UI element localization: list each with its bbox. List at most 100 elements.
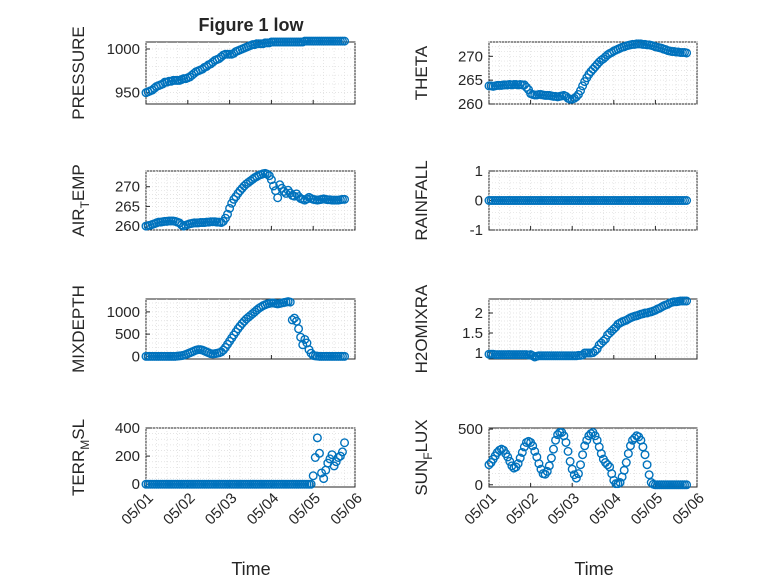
data-point xyxy=(530,446,540,456)
data-point xyxy=(333,453,343,463)
y-axis-label: PRESSURE xyxy=(69,26,88,120)
y-tick-label: -1 xyxy=(470,222,483,239)
subplot-4: -1 0 1 RAINFALL xyxy=(412,160,698,241)
data-point xyxy=(598,336,608,346)
data-point xyxy=(571,92,581,102)
data-point xyxy=(517,447,527,457)
data-point xyxy=(229,194,239,204)
y-axis-label: THETA xyxy=(412,45,431,100)
data-point xyxy=(340,438,350,448)
subplot-1: 950 1000 PRESSURE xyxy=(69,26,356,120)
data-point xyxy=(640,450,650,460)
data-point xyxy=(294,324,304,334)
data-point xyxy=(528,441,538,451)
data-point xyxy=(638,442,648,452)
y-tick-label: 950 xyxy=(115,85,140,102)
subplot-5: 0 500 1000 MIXDEPTH xyxy=(69,285,356,373)
data-point xyxy=(621,458,631,468)
y-tick-label: 500 xyxy=(115,326,140,343)
x-tick-label: 05/06 xyxy=(327,490,366,529)
y-axis-label: AIRTEMP xyxy=(69,164,92,237)
data-point xyxy=(534,459,544,469)
x-tick-label: 05/01 xyxy=(118,490,157,529)
data-point xyxy=(329,461,339,471)
data-point xyxy=(312,433,322,443)
data-point xyxy=(287,315,297,325)
data-point xyxy=(682,195,692,205)
x-tick-label: 05/05 xyxy=(285,490,324,529)
subplot-6: 1 1.5 2 H2OMIXRA xyxy=(412,284,698,373)
y-tick-label: 2 xyxy=(475,305,483,322)
y-tick-label: 200 xyxy=(115,448,140,465)
data-point xyxy=(302,194,312,204)
data-point xyxy=(590,431,600,441)
data-point xyxy=(266,175,276,185)
y-axis-label: TERRMSL xyxy=(69,419,92,496)
y-axis-label: MIXDEPTH xyxy=(69,285,88,373)
data-point xyxy=(306,479,316,489)
data-point xyxy=(578,450,588,460)
data-point xyxy=(578,350,588,360)
data-point xyxy=(519,442,529,452)
data-point xyxy=(273,193,283,203)
y-tick-label: 265 xyxy=(458,72,483,89)
y-tick-label: 260 xyxy=(115,218,140,235)
data-point xyxy=(542,466,552,476)
y-tick-label: 270 xyxy=(458,48,483,65)
data-point xyxy=(335,451,345,461)
y-tick-label: 265 xyxy=(115,198,140,215)
y-tick-label: 400 xyxy=(115,420,140,437)
y-axis-label: H2OMIXRA xyxy=(412,284,431,373)
data-point xyxy=(551,435,561,445)
y-axis-label: RAINFALL xyxy=(412,160,431,240)
data-point xyxy=(544,461,554,471)
data-point xyxy=(521,82,531,92)
y-tick-label: 1000 xyxy=(107,41,140,58)
data-point xyxy=(340,194,350,204)
x-tick-label: 05/05 xyxy=(628,490,667,529)
data-point xyxy=(218,345,228,355)
data-point xyxy=(285,297,295,307)
subplot-3: 260 265 270 AIRTEMP xyxy=(69,164,356,237)
data-point xyxy=(642,460,652,470)
data-point xyxy=(565,456,575,466)
data-point xyxy=(682,296,692,306)
data-point xyxy=(582,435,592,445)
data-point xyxy=(561,437,571,447)
subplot-8: 0 500 05/01 05/02 05/03 05/04 05/05 05/06 SUNFLU… xyxy=(412,419,708,528)
y-tick-label: 260 xyxy=(458,96,483,113)
x-tick-label: 05/06 xyxy=(669,490,708,529)
data-point xyxy=(576,86,586,96)
data-point xyxy=(513,459,523,469)
y-tick-label: 270 xyxy=(115,179,140,196)
data-point xyxy=(319,474,329,484)
x-axis-label-right: Time xyxy=(574,559,613,579)
data-point xyxy=(223,209,233,219)
data-point xyxy=(505,456,515,466)
data-point xyxy=(682,480,692,490)
data-point xyxy=(603,460,613,470)
data-point xyxy=(548,444,558,454)
data-point xyxy=(576,460,586,470)
data-point xyxy=(262,169,272,179)
data-point xyxy=(515,453,525,463)
x-tick-label: 05/03 xyxy=(202,490,241,529)
data-point xyxy=(225,203,235,213)
data-point xyxy=(308,471,318,481)
data-point xyxy=(615,478,625,488)
x-tick-label: 05/01 xyxy=(461,490,500,529)
x-tick-label: 05/03 xyxy=(544,490,583,529)
data-point xyxy=(340,36,350,46)
data-point xyxy=(596,449,606,459)
data-point xyxy=(298,340,308,350)
y-tick-label: 1.5 xyxy=(462,325,483,342)
y-tick-label: 1 xyxy=(475,163,483,180)
data-point xyxy=(268,181,278,191)
x-tick-label: 05/04 xyxy=(244,490,283,529)
y-tick-label: 1 xyxy=(475,345,483,362)
data-point xyxy=(340,351,350,361)
x-axis-label-left: Time xyxy=(231,559,270,579)
x-tick-label: 05/02 xyxy=(503,490,542,529)
